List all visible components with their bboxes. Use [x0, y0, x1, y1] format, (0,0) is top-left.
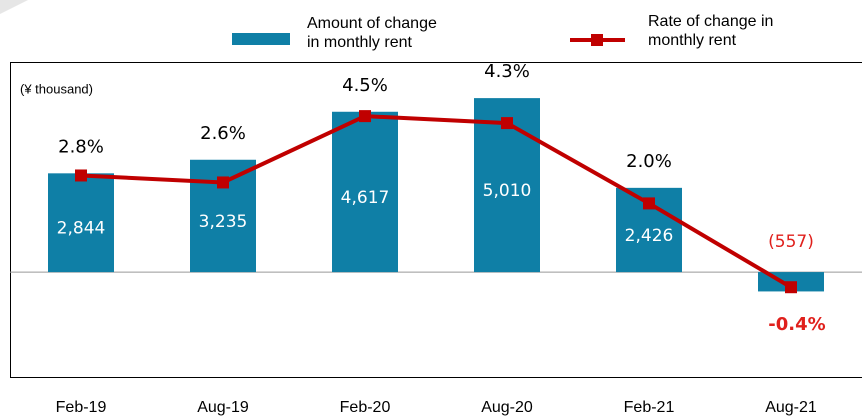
legend-label: Rate of change in monthly rent [648, 13, 774, 49]
line-value-label: 2.8% [58, 136, 104, 157]
bar [332, 111, 398, 273]
x-tick-label: Aug-20 [481, 399, 533, 416]
x-tick-label: Aug-21 [765, 399, 817, 416]
line-value-label: 2.0% [626, 151, 672, 172]
bar-value-label: (557) [768, 232, 814, 252]
line-marker [501, 117, 513, 130]
line-marker [643, 197, 655, 210]
x-tick-label: Feb-21 [624, 399, 675, 416]
legend-swatch-bar [232, 33, 290, 45]
bar-value-label: 4,617 [341, 188, 390, 208]
bar-value-label: 5,010 [483, 181, 532, 201]
line-value-label: 4.5% [342, 75, 388, 96]
legend-swatch-marker [591, 34, 603, 46]
line-value-label: -0.4% [768, 314, 825, 335]
line [80, 114, 793, 289]
bar-value-label: 2,426 [625, 226, 674, 246]
unit-label: (¥ thousand) [20, 81, 93, 96]
bar-value-label: 3,235 [199, 212, 248, 232]
line-marker [359, 110, 371, 123]
x-tick-label: Feb-20 [340, 399, 391, 416]
line-marker [785, 281, 797, 294]
legend-label: Amount of change in monthly rent [307, 15, 437, 51]
decoration [0, 0, 28, 14]
line-marker [217, 176, 229, 189]
x-tick-label: Aug-19 [197, 399, 249, 416]
bar [48, 173, 114, 273]
line-value-label: 4.3% [484, 61, 530, 82]
x-tick-label: Feb-19 [56, 399, 107, 416]
plot-frame [10, 62, 862, 378]
line-value-label: 2.6% [200, 123, 246, 144]
bar-value-label: 2,844 [57, 219, 106, 239]
line-marker [75, 169, 87, 182]
